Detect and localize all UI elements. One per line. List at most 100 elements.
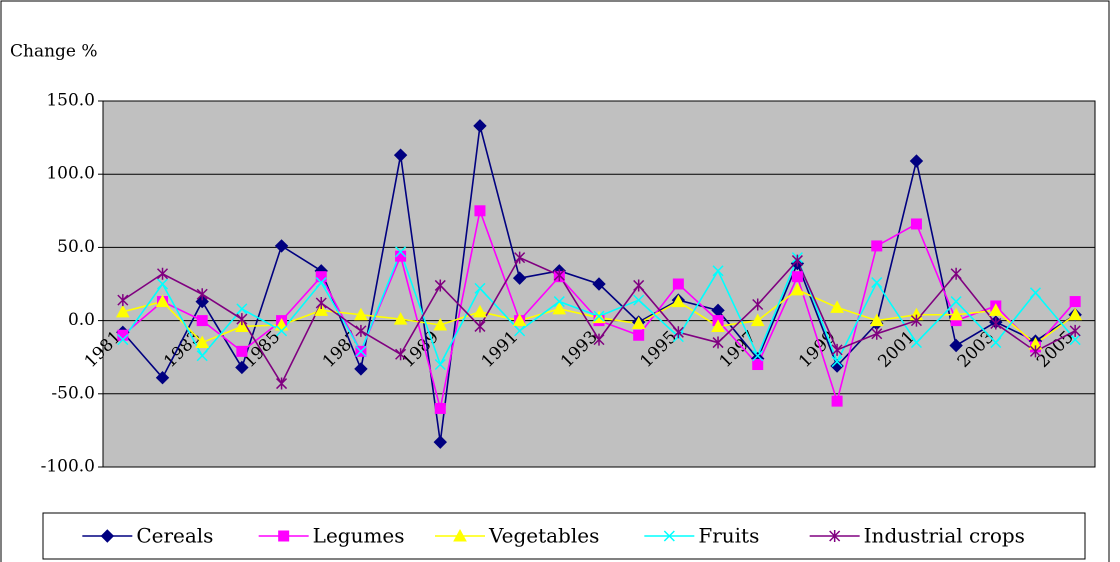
data-point: [553, 269, 565, 282]
data-point: [315, 297, 327, 310]
data-point: [473, 304, 487, 318]
data-point: [512, 313, 527, 327]
data-point: [434, 402, 446, 414]
data-point: [115, 304, 130, 318]
data-point: [830, 359, 844, 373]
data-point: [196, 315, 208, 327]
data-point: [514, 251, 526, 264]
data-point: [235, 319, 249, 332]
data-point: [633, 294, 645, 306]
legend-label: Cereals: [136, 524, 213, 548]
data-point: [712, 265, 724, 277]
legend-label: Fruits: [698, 524, 759, 548]
data-point: [633, 329, 645, 341]
legend-marker: [278, 530, 290, 542]
data-point: [1069, 324, 1081, 337]
data-point: [274, 239, 289, 253]
data-point: [1069, 334, 1081, 346]
legend: [42, 512, 1086, 560]
data-point: [117, 334, 129, 346]
data-point: [434, 279, 446, 292]
data-point: [593, 333, 605, 346]
data-point: [117, 294, 129, 307]
legend-marker: [453, 528, 467, 542]
data-point: [752, 359, 764, 371]
data-point: [711, 319, 725, 332]
data-point: [393, 148, 408, 162]
data-point: [1069, 296, 1081, 308]
y-tick-label: 0.0: [68, 310, 95, 330]
data-point: [831, 395, 843, 407]
data-point: [869, 313, 884, 327]
data-point: [790, 282, 805, 296]
legend-marker: [663, 530, 675, 542]
y-tick-label: -100.0: [41, 457, 95, 477]
data-point: [155, 294, 170, 308]
data-point: [156, 278, 169, 290]
chart-title: Change %: [10, 42, 98, 62]
data-point: [236, 313, 248, 326]
data-point: [315, 271, 327, 283]
legend-label: Legumes: [313, 524, 405, 548]
data-point: [830, 300, 844, 313]
data-point: [236, 303, 248, 315]
data-point: [1029, 287, 1042, 299]
data-point: [354, 307, 368, 321]
data-point: [276, 377, 288, 390]
data-point: [1068, 307, 1083, 321]
data-point: [1029, 345, 1042, 358]
data-point: [593, 310, 605, 322]
data-point: [752, 298, 764, 311]
data-point: [196, 350, 208, 362]
data-point: [433, 317, 448, 331]
data-point: [631, 316, 646, 330]
data-point: [315, 277, 327, 289]
legend-label: Vegetables: [488, 524, 599, 548]
data-point: [791, 254, 803, 267]
data-point: [672, 326, 684, 339]
data-point: [871, 327, 883, 340]
data-point: [474, 320, 486, 333]
data-point: [514, 325, 526, 337]
data-point: [156, 267, 169, 280]
data-point: [195, 335, 210, 349]
data-point: [236, 345, 248, 357]
data-point: [990, 317, 1002, 330]
data-point: [474, 205, 486, 217]
data-point: [355, 324, 367, 337]
data-point: [512, 271, 527, 285]
legend-label: Industrial crops: [864, 524, 1025, 548]
data-point: [988, 303, 1003, 316]
data-point: [355, 345, 367, 357]
y-tick-label: 100.0: [46, 164, 95, 184]
y-tick-label: 150.0: [46, 91, 95, 111]
data-point: [910, 314, 922, 327]
data-point: [395, 246, 407, 258]
data-point: [671, 294, 686, 308]
data-point: [949, 338, 963, 353]
data-point: [950, 267, 962, 280]
data-point: [354, 362, 368, 376]
data-point: [314, 303, 329, 316]
data-point: [752, 350, 764, 362]
data-point: [196, 288, 208, 301]
data-point: [871, 240, 883, 252]
legend-marker: [829, 530, 841, 542]
data-point: [276, 325, 288, 337]
data-point: [552, 301, 567, 315]
legend-marker: [100, 529, 115, 543]
data-point: [950, 296, 962, 308]
data-point: [831, 343, 843, 356]
data-point: [949, 307, 963, 321]
y-tick-label: -50.0: [51, 383, 95, 403]
data-point: [434, 358, 446, 371]
data-point: [871, 277, 883, 289]
data-point: [633, 279, 645, 292]
data-point: [672, 278, 684, 290]
data-point: [395, 348, 407, 361]
data-point: [831, 356, 843, 368]
data-point: [474, 282, 486, 294]
data-point: [592, 277, 606, 291]
data-point: [791, 271, 803, 283]
